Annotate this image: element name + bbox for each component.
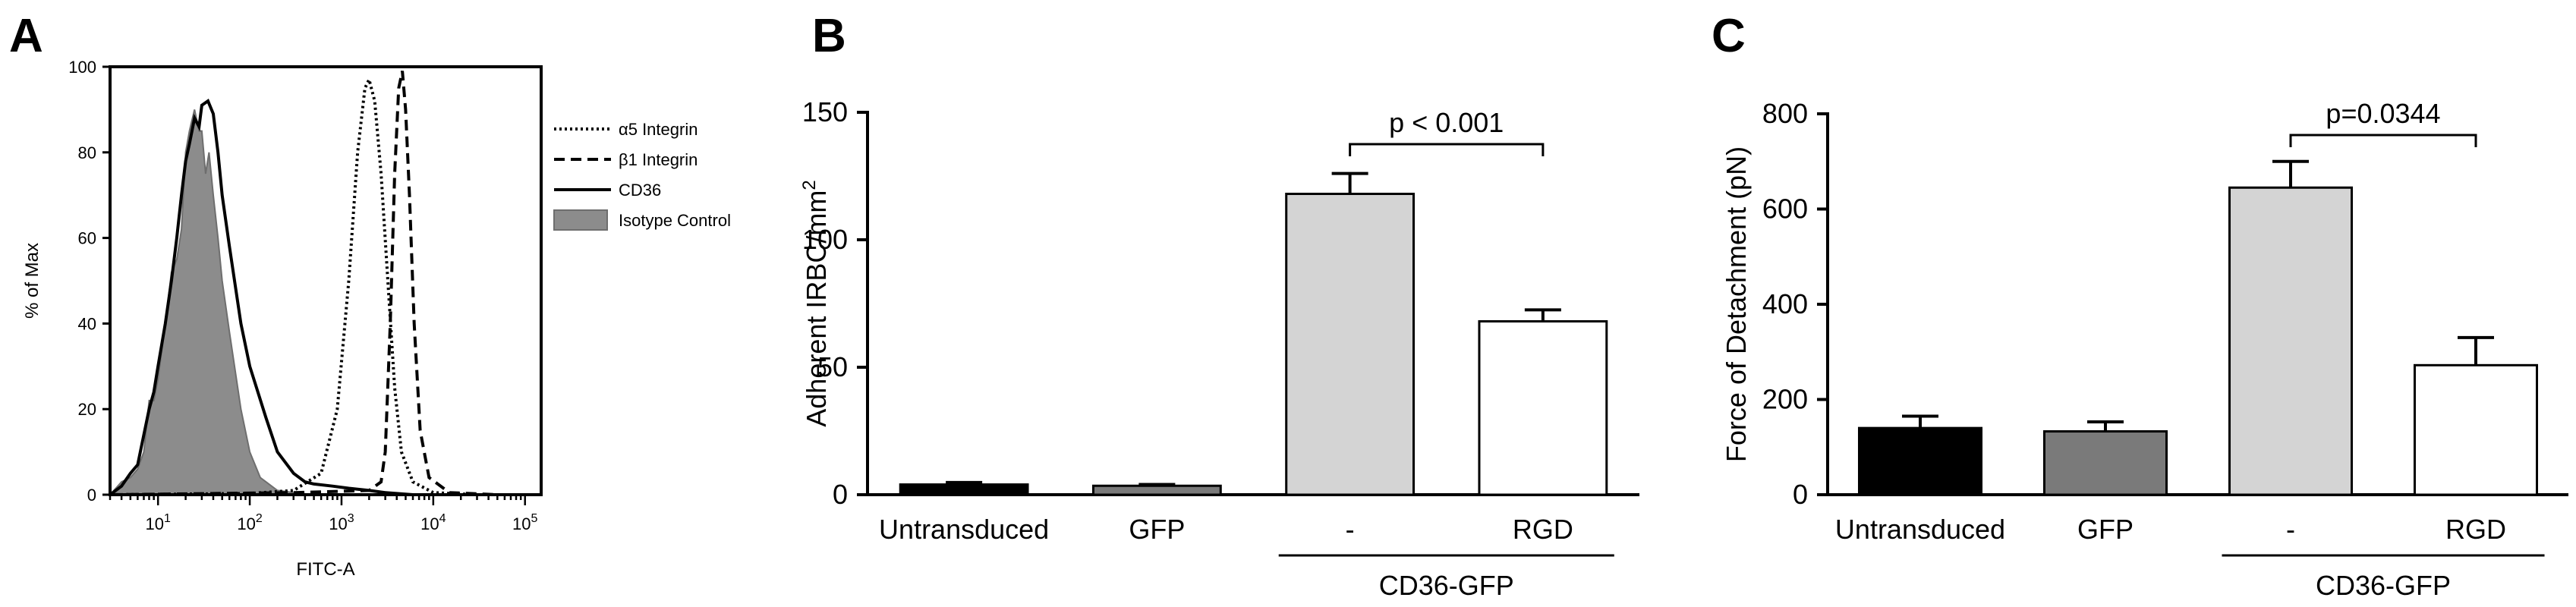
group-label-c: CD36-GFP — [2316, 570, 2451, 601]
panel-c: C 0 200 400 600 800 Force of Detachment (pN) U… — [1712, 10, 2568, 601]
x-axis-title-a: FITC-A — [296, 559, 354, 580]
category-label-c: GFP — [2077, 514, 2134, 545]
bar-c-1 — [2042, 430, 2168, 496]
category-label-c: RGD — [2445, 514, 2506, 545]
panel-letter-b: B — [812, 10, 846, 62]
category-label-c: Untransduced — [1835, 514, 2005, 545]
p-value-annotation-c: p=0.0344 — [2326, 98, 2440, 129]
x-tick-label-a: 105 — [512, 512, 537, 533]
bar-c-3 — [2413, 363, 2539, 496]
series-line-2 — [109, 99, 414, 496]
y-tick-label-a: 80 — [78, 143, 96, 162]
legend-label: α5 Integrin — [619, 120, 698, 139]
y-tick-label-c: 0 — [1793, 479, 1808, 510]
x-tick-label-a: 101 — [146, 512, 171, 533]
y-tick-label-c: 600 — [1762, 193, 1808, 225]
y-tick-label-c: 200 — [1762, 384, 1808, 415]
significance-bracket-b — [1349, 143, 1545, 156]
legend-label: β1 Integrin — [619, 150, 698, 169]
bar-c-0 — [1857, 426, 1983, 496]
y-tick-label-b: 50 — [817, 351, 848, 382]
bar-b-0 — [899, 483, 1029, 496]
x-tick-label-a: 102 — [237, 512, 262, 533]
legend-label: Isotype Control — [619, 211, 731, 230]
y-tick-label-a: 0 — [87, 486, 96, 505]
y-tick-label-b: 150 — [802, 96, 848, 127]
x-tick-label-a: 103 — [329, 512, 354, 533]
y-axis-title-c: Force of Detachment (pN) — [1721, 146, 1752, 462]
bar-b-1 — [1091, 484, 1222, 496]
category-label-c: - — [2286, 514, 2295, 545]
category-label-b: Untransduced — [879, 514, 1049, 545]
y-tick-label-b: 0 — [833, 479, 848, 510]
bar-b-3 — [1478, 320, 1608, 496]
panel-letter-c: C — [1712, 10, 1746, 62]
plot-frame-a — [109, 65, 543, 496]
series-line-0 — [109, 75, 477, 496]
y-axis-title-a: % of Max — [22, 243, 43, 319]
y-tick-label-a: 100 — [68, 58, 96, 77]
category-label-b: RGD — [1513, 514, 1573, 545]
y-tick-label-c: 400 — [1762, 288, 1808, 319]
y-tick-label-a: 20 — [78, 400, 96, 419]
series-line-1 — [109, 71, 498, 496]
x-tick-label-a: 104 — [420, 512, 446, 533]
legend-swatch-isotype-control — [553, 209, 608, 231]
bar-b-2 — [1285, 193, 1416, 496]
panel-b: B 0 50 100 150 Adherent IRBC/mm2 Untransduced… — [799, 10, 1639, 601]
group-label-b: CD36-GFP — [1379, 570, 1514, 601]
p-value-annotation-b: p < 0.001 — [1389, 107, 1504, 138]
y-tick-label-c: 800 — [1762, 98, 1808, 129]
series-isotype-control-area — [108, 109, 314, 495]
y-tick-label-a: 40 — [78, 314, 96, 333]
category-label-b: - — [1346, 514, 1355, 545]
category-label-b: GFP — [1129, 514, 1185, 545]
significance-bracket-c — [2289, 134, 2477, 147]
y-tick-label-b: 100 — [802, 224, 848, 255]
y-axis-title-b: Adherent IRBC/mm2 — [799, 180, 832, 426]
panel-letter-a: A — [9, 10, 43, 62]
panel-a: A 0 20 40 60 80 100 101 102 103 104 105 FITC-A % of … — [9, 10, 731, 580]
bar-c-2 — [2228, 186, 2354, 496]
legend-label: CD36 — [619, 181, 661, 200]
y-tick-label-a: 60 — [78, 229, 96, 248]
